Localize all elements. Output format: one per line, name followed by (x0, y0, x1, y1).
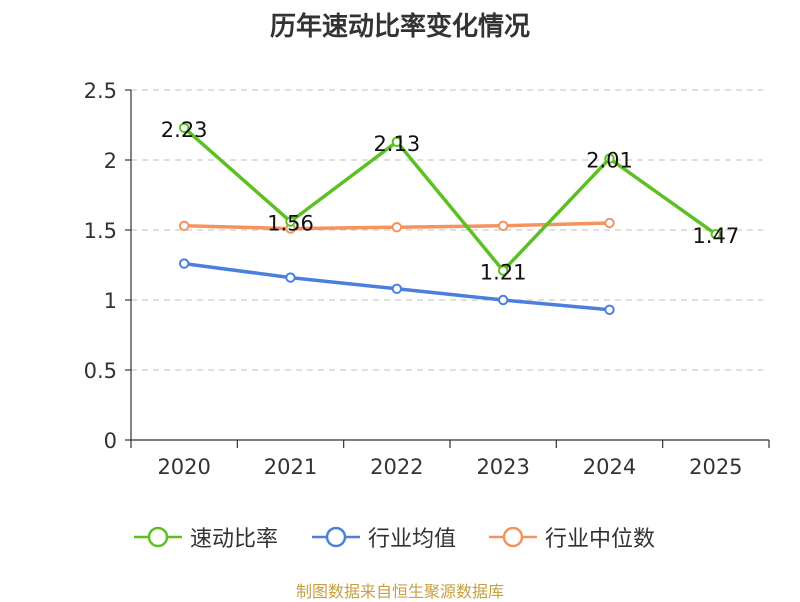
y-tick-label: 2.5 (84, 79, 117, 103)
data-label: 1.47 (692, 224, 739, 248)
axes: 0 0.5 1 1.5 2 2.5 2020 2021 2022 2023 2024 2025 (84, 79, 770, 479)
x-tick-label: 2022 (370, 455, 423, 479)
y-tick-label: 0.5 (84, 359, 117, 383)
legend-item-industry-median[interactable]: 行业中位数 (487, 520, 655, 554)
legend-item-industry-mean[interactable]: 行业均值 (310, 520, 456, 554)
legend: 速动比率 行业均值 行业中位数 (0, 520, 800, 554)
data-point (497, 265, 509, 276)
data-point (604, 217, 615, 229)
data-point (710, 229, 722, 240)
series-lines (178, 122, 722, 315)
data-point (285, 272, 296, 283)
legend-line-circle-icon (312, 526, 360, 548)
data-point (604, 153, 615, 164)
data-label: 1.56 (267, 212, 314, 236)
series-line (183, 126, 717, 273)
y-tick-label: 1.5 (84, 219, 117, 243)
x-tick-label: 2021 (264, 455, 317, 479)
data-label: 1.21 (480, 261, 527, 285)
gridlines (131, 89, 763, 371)
y-tick-label: 2 (104, 149, 117, 173)
data-point (178, 122, 190, 134)
data-label: 2.23 (161, 118, 208, 142)
data-point (497, 220, 509, 232)
x-tick-label: 2020 (157, 455, 210, 479)
legend-item-quick-ratio[interactable]: 速动比率 (132, 520, 278, 554)
y-tick-label: 1 (104, 289, 117, 313)
data-point (604, 304, 615, 315)
data-point (391, 283, 403, 294)
source-note: 制图数据来自恒生聚源数据库 (295, 582, 504, 601)
data-labels: 2.23 1.56 2.13 1.21 2.01 1.47 (161, 118, 739, 285)
data-label: 2.13 (373, 132, 420, 156)
x-tick-label: 2024 (583, 455, 636, 479)
legend-line-circle-icon (134, 526, 182, 548)
data-point (497, 294, 509, 306)
legend-label: 行业均值 (368, 527, 457, 552)
legend-label: 行业中位数 (545, 527, 656, 552)
legend-line-circle-icon (489, 526, 537, 548)
data-label: 2.01 (586, 149, 633, 173)
data-point (391, 136, 403, 148)
data-point (285, 216, 296, 227)
legend-label: 速动比率 (190, 527, 279, 552)
y-tick-label: 0 (104, 429, 117, 453)
x-tick-label: 2023 (476, 455, 529, 479)
data-point (178, 220, 190, 232)
x-tick-label: 2025 (689, 455, 742, 479)
chart-title: 历年速动比率变化情况 (269, 12, 530, 42)
data-point (178, 258, 190, 269)
data-point (391, 222, 403, 233)
